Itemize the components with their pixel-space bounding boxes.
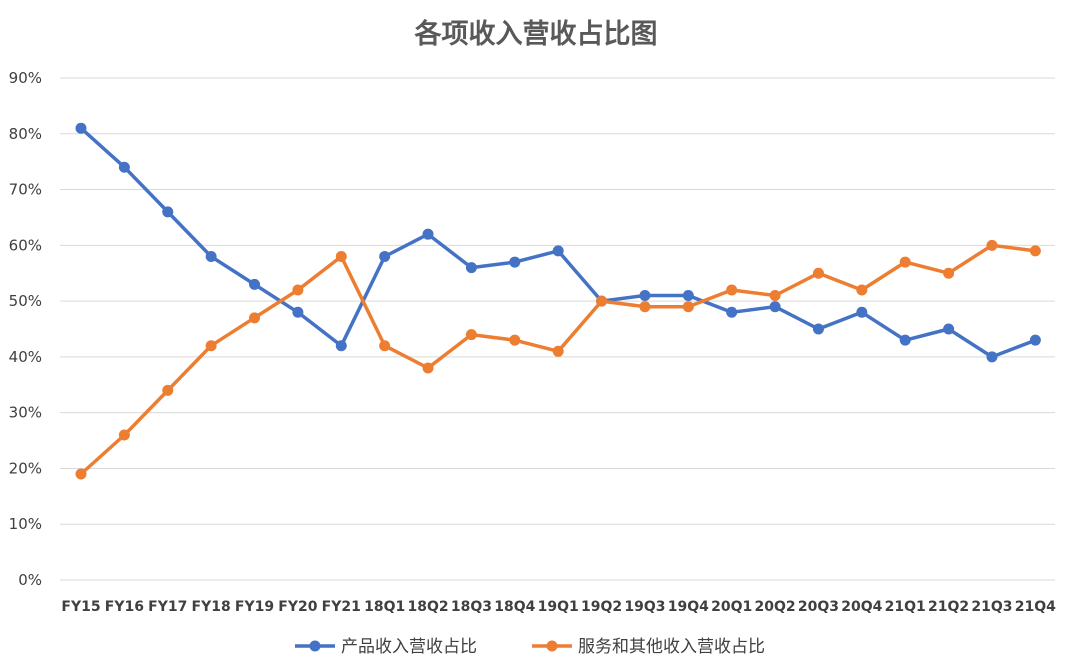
data-point [205,340,217,352]
data-point [422,362,434,374]
x-tick-label: 18Q3 [451,599,492,615]
legend: 产品收入营收占比 服务和其他收入营收占比 [295,637,765,657]
data-point [986,351,998,363]
x-tick-label: 21Q3 [971,599,1012,615]
data-point [335,250,347,262]
data-point [1029,334,1041,346]
y-tick-label: 80% [9,125,42,143]
x-tick-label: FY21 [322,599,361,615]
data-point [205,250,217,262]
data-point [639,290,651,302]
data-point [509,256,521,268]
data-point [596,295,608,307]
data-point [899,256,911,268]
legend-item: 服务和其他收入营收占比 [532,637,765,657]
y-tick-label: 60% [9,236,42,254]
x-tick-label: 19Q3 [624,599,665,615]
y-tick-label: 20% [9,459,42,477]
data-point [465,262,477,274]
x-tick-label: FY17 [148,599,187,615]
y-tick-label: 30% [9,404,42,422]
x-tick-label: 18Q4 [494,599,535,615]
legend-marker [309,640,321,652]
series-2 [75,239,1041,480]
data-point [162,206,174,218]
data-point [769,301,781,313]
x-tick-label: 18Q2 [407,599,448,615]
x-tick-label: FY15 [61,599,100,615]
data-point [379,250,391,262]
data-point [75,122,87,134]
series-1 [75,122,1041,363]
x-tick-label: FY20 [278,599,317,615]
data-point [552,245,564,257]
data-point [726,284,738,296]
chart-title: 各项收入营收占比图 [414,18,658,50]
data-point [552,345,564,357]
x-tick-label: FY16 [105,599,144,615]
legend-label: 服务和其他收入营收占比 [578,637,765,657]
y-tick-label: 90% [9,69,42,87]
x-tick-label: 20Q3 [798,599,839,615]
x-axis-ticks: FY15 FY16 FY17 FY18 FY19 FY20 FY21 18Q1 18Q2 18Q3… [61,599,1056,615]
data-point [335,340,347,352]
data-point [249,278,261,290]
x-tick-label: 21Q2 [928,599,969,615]
data-point [726,306,738,318]
data-point [509,334,521,346]
data-point [292,284,304,296]
series-line [79,243,1038,476]
x-tick-label: FY19 [235,599,274,615]
data-point [292,306,304,318]
data-point [986,239,998,251]
legend-label: 产品收入营收占比 [341,637,477,657]
y-tick-label: 70% [9,181,42,199]
data-point [769,290,781,302]
data-point [249,312,261,324]
x-tick-label: 20Q1 [711,599,752,615]
data-point [118,161,130,173]
legend-item: 产品收入营收占比 [295,637,477,657]
x-tick-label: 21Q4 [1015,599,1056,615]
data-point [682,290,694,302]
x-tick-label: 20Q4 [841,599,882,615]
x-tick-label: 18Q1 [364,599,405,615]
data-point [1029,245,1041,257]
series-line [79,126,1038,359]
data-point [162,384,174,396]
x-tick-label: 19Q2 [581,599,622,615]
data-point [75,468,87,480]
data-point [812,323,824,335]
data-point [856,306,868,318]
data-point [943,323,955,335]
data-point [812,267,824,279]
x-tick-label: 19Q1 [538,599,579,615]
y-axis-ticks: 0% 10% 20% 30% 40% 50% 60% 70% 80% 90% [9,69,42,589]
data-point [943,267,955,279]
y-tick-label: 40% [9,348,42,366]
x-tick-label: 21Q1 [885,599,926,615]
data-point [465,329,477,341]
data-point [118,429,130,441]
legend-marker [546,640,558,652]
x-tick-label: 19Q4 [668,599,709,615]
data-point [856,284,868,296]
grid-lines [60,77,1055,581]
y-tick-label: 0% [18,571,42,589]
data-point [422,228,434,240]
data-point [379,340,391,352]
data-point [682,301,694,313]
y-tick-label: 50% [9,292,42,310]
data-point [899,334,911,346]
y-tick-label: 10% [9,515,42,533]
x-tick-label: 20Q2 [755,599,796,615]
data-point [639,301,651,313]
series-layer [75,122,1041,480]
x-tick-label: FY18 [192,599,231,615]
